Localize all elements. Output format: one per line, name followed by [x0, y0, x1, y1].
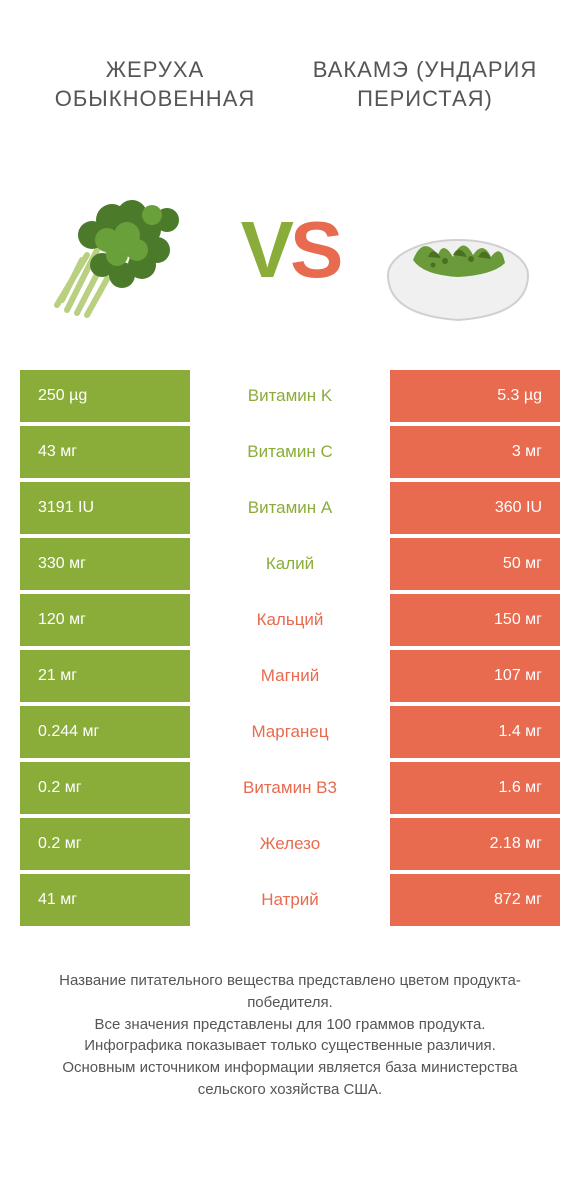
footer-line-3: Инфографика показывает только существенн… — [30, 1035, 550, 1057]
footer-line-4: Основным источником информации является … — [30, 1057, 550, 1101]
table-row: 330 мгКалий50 мг — [20, 538, 560, 590]
right-value: 2.18 мг — [390, 818, 560, 870]
nutrient-label: Кальций — [190, 594, 390, 646]
footer-notes: Название питательного вещества представл… — [0, 930, 580, 1131]
vs-v: V — [241, 205, 290, 294]
watercress-image — [37, 165, 207, 335]
right-value: 50 мг — [390, 538, 560, 590]
right-product-title: ВАКАМЭ (УНДАРИЯ ПЕРИСТАЯ) — [290, 56, 560, 113]
table-row: 120 мгКальций150 мг — [20, 594, 560, 646]
nutrient-label: Витамин A — [190, 482, 390, 534]
wakame-image — [373, 165, 543, 335]
table-row: 43 мгВитамин C3 мг — [20, 426, 560, 478]
table-row: 41 мгНатрий872 мг — [20, 874, 560, 926]
nutrient-label: Железо — [190, 818, 390, 870]
nutrient-label: Витамин K — [190, 370, 390, 422]
header-left: ЖЕРУХА ОБЫКНОВЕННАЯ — [20, 30, 290, 140]
left-value: 3191 IU — [20, 482, 190, 534]
right-value: 107 мг — [390, 650, 560, 702]
left-value: 41 мг — [20, 874, 190, 926]
left-value: 21 мг — [20, 650, 190, 702]
nutrient-label: Витамин B3 — [190, 762, 390, 814]
table-row: 3191 IUВитамин A360 IU — [20, 482, 560, 534]
right-value: 3 мг — [390, 426, 560, 478]
left-value: 0.244 мг — [20, 706, 190, 758]
comparison-table: 250 µgВитамин K5.3 µg43 мгВитамин C3 мг3… — [0, 370, 580, 930]
right-value: 5.3 µg — [390, 370, 560, 422]
left-product-title: ЖЕРУХА ОБЫКНОВЕННАЯ — [20, 56, 290, 113]
footer-line-2: Все значения представлены для 100 граммо… — [30, 1014, 550, 1036]
vs-label: VS — [241, 210, 340, 290]
table-row: 0.2 мгВитамин B31.6 мг — [20, 762, 560, 814]
left-value: 120 мг — [20, 594, 190, 646]
images-row: VS — [0, 150, 580, 370]
nutrient-label: Витамин C — [190, 426, 390, 478]
left-value: 330 мг — [20, 538, 190, 590]
right-value: 1.6 мг — [390, 762, 560, 814]
nutrient-label: Калий — [190, 538, 390, 590]
nutrient-label: Магний — [190, 650, 390, 702]
left-value: 250 µg — [20, 370, 190, 422]
header-right: ВАКАМЭ (УНДАРИЯ ПЕРИСТАЯ) — [290, 30, 560, 140]
left-value: 43 мг — [20, 426, 190, 478]
footer-line-1: Название питательного вещества представл… — [30, 970, 550, 1014]
right-value: 872 мг — [390, 874, 560, 926]
right-value: 150 мг — [390, 594, 560, 646]
left-value: 0.2 мг — [20, 818, 190, 870]
header-row: ЖЕРУХА ОБЫКНОВЕННАЯ ВАКАМЭ (УНДАРИЯ ПЕРИ… — [0, 0, 580, 150]
right-value: 360 IU — [390, 482, 560, 534]
left-value: 0.2 мг — [20, 762, 190, 814]
vs-s: S — [290, 205, 339, 294]
nutrient-label: Марганец — [190, 706, 390, 758]
right-value: 1.4 мг — [390, 706, 560, 758]
table-row: 21 мгМагний107 мг — [20, 650, 560, 702]
nutrient-label: Натрий — [190, 874, 390, 926]
table-row: 0.2 мгЖелезо2.18 мг — [20, 818, 560, 870]
table-row: 0.244 мгМарганец1.4 мг — [20, 706, 560, 758]
table-row: 250 µgВитамин K5.3 µg — [20, 370, 560, 422]
